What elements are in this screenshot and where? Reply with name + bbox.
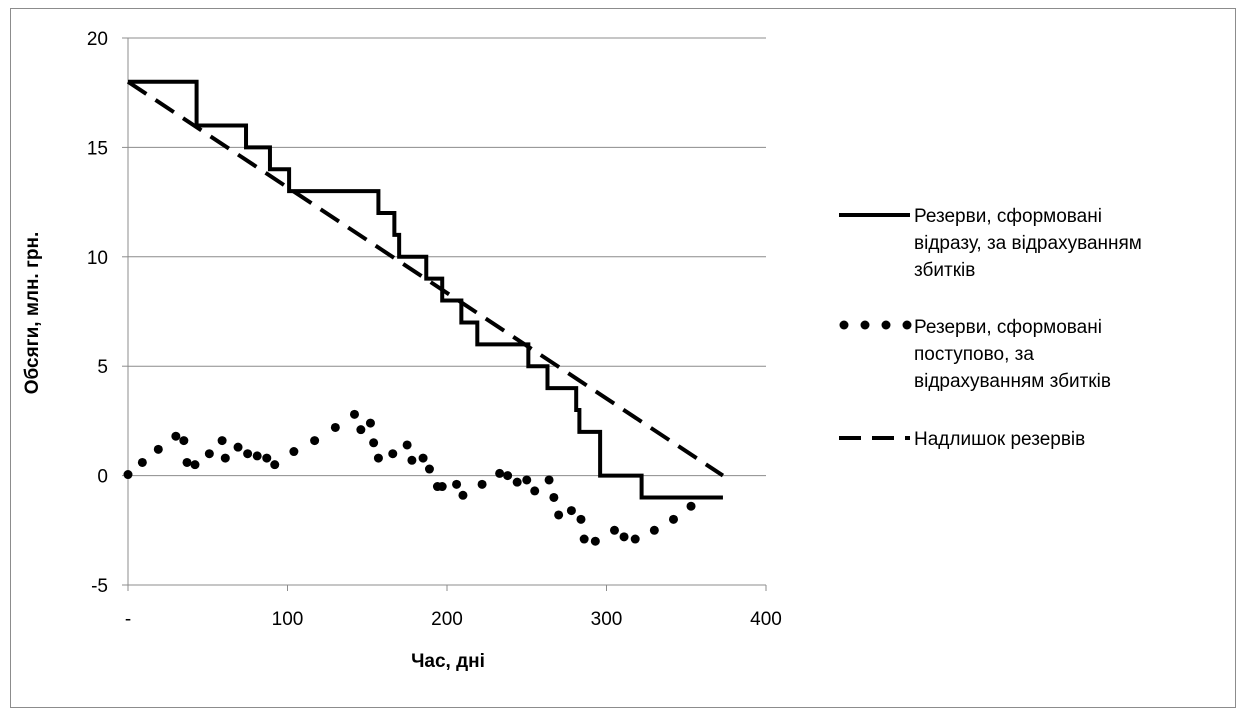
data-point: [590, 536, 600, 546]
data-point: [402, 440, 412, 450]
x-axis-label: Час, дні: [411, 651, 485, 672]
x-tick-label: -: [125, 609, 131, 630]
x-tick-label: 400: [750, 609, 782, 630]
data-point: [233, 442, 243, 452]
data-point: [153, 444, 163, 454]
data-point: [522, 475, 532, 485]
data-point: [424, 464, 434, 474]
data-point: [262, 453, 272, 463]
x-tick-label: 100: [272, 609, 304, 630]
data-point: [330, 422, 340, 432]
data-point: [182, 457, 192, 467]
data-point: [137, 457, 147, 467]
data-point: [579, 534, 589, 544]
data-point: [544, 475, 554, 485]
x-tick-labels: - 100 200 300 400: [125, 609, 782, 630]
data-point: [566, 506, 576, 516]
data-point: [630, 534, 640, 544]
data-point: [220, 453, 230, 463]
series-dashed-line: [126, 80, 725, 478]
data-point: [289, 447, 299, 457]
data-point: [123, 470, 133, 480]
data-point: [369, 438, 379, 448]
data-point: [407, 455, 417, 465]
data-point: [356, 425, 366, 435]
y-tick-label: -5: [91, 576, 108, 597]
data-point: [649, 525, 659, 535]
data-point: [458, 490, 468, 500]
data-point: [365, 418, 375, 428]
data-point: [179, 436, 189, 446]
data-point: [349, 409, 359, 419]
legend-swatch-dotted: [839, 320, 912, 330]
x-tick-label: 300: [591, 609, 623, 630]
y-tick-label: 0: [97, 467, 108, 488]
data-point: [437, 482, 447, 492]
data-point: [190, 460, 200, 470]
data-point: [530, 486, 540, 496]
data-point: [512, 477, 522, 487]
data-point: [503, 471, 513, 481]
data-point: [495, 468, 505, 478]
data-point: [252, 451, 262, 461]
legend-label-3: Надлишок резервів: [914, 429, 1085, 450]
data-point: [576, 514, 586, 524]
data-point: [243, 449, 253, 459]
data-point: [204, 449, 214, 459]
y-tick-label: 10: [87, 248, 108, 269]
x-tick-label: 200: [431, 609, 463, 630]
data-point: [373, 453, 383, 463]
data-point: [270, 460, 280, 470]
data-point: [619, 532, 629, 542]
data-point: [418, 453, 428, 463]
data-point: [452, 479, 462, 489]
y-tick-labels: 20 15 10 5 0 -5: [87, 29, 108, 597]
data-point: [668, 514, 678, 524]
data-point: [217, 436, 227, 446]
data-point: [310, 436, 320, 446]
data-point: [477, 479, 487, 489]
axes: [122, 37, 767, 591]
data-point: [549, 492, 559, 502]
series-dotted: [123, 409, 696, 546]
data-point: [171, 431, 181, 441]
series-solid-line: [128, 79, 723, 500]
gridlines: [128, 37, 766, 367]
data-point: [554, 510, 564, 520]
series-group: [123, 79, 725, 546]
y-axis-label: Обсяги, млн. грн.: [22, 232, 43, 395]
y-tick-label: 5: [97, 357, 108, 378]
data-point: [686, 501, 696, 511]
legend-label-1: Резерви, сформовані відразу, за відрахув…: [914, 206, 1147, 281]
y-tick-label: 20: [87, 29, 108, 50]
y-tick-label: 15: [87, 138, 108, 159]
data-point: [388, 449, 398, 459]
legend-label-2: Резерви, сформовані поступово, за відрах…: [914, 317, 1111, 392]
legend: Резерви, сформовані відразу, за відрахув…: [839, 206, 1147, 450]
data-point: [609, 525, 619, 535]
